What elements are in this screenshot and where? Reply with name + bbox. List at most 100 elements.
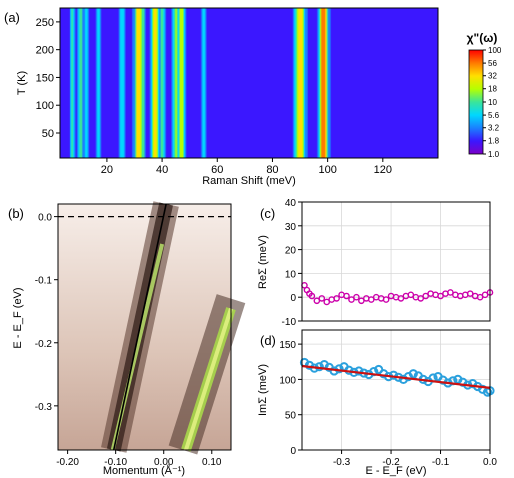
panel-c-point — [481, 291, 489, 299]
colorbar-tick-label: 1.0 — [488, 150, 500, 159]
panel-c-point — [476, 293, 484, 301]
panel-a-y-tick-label: 250 — [36, 17, 54, 29]
panel-b-x-tick-label: -0.20 — [56, 457, 79, 468]
panel-a-x-ticks: 20 40 60 80 100 120 — [101, 158, 392, 176]
panel-d-x-tick-label: 0.0 — [483, 457, 497, 468]
panel-c-point — [348, 296, 355, 303]
panel-b-x-tick-label: 0.00 — [154, 457, 174, 468]
colorbar-tick-label: 56 — [488, 59, 497, 68]
panel-a-y-tick-label: 200 — [36, 45, 54, 57]
panel-c-point — [367, 296, 375, 303]
panel-a-x-axis-label: Raman Shift (meV) — [202, 175, 296, 187]
colorbar-bar — [468, 49, 484, 155]
panel-c-y-tick-label: 10 — [285, 269, 297, 280]
panel-a-y-tick-label: 150 — [36, 72, 54, 84]
panel-d: (d) -0.3 -0.2 -0.1 0.0 0 50 100 150 E - E_F (e… — [257, 329, 497, 477]
panel-a: (a) 20 40 60 80 100 120 50 100 150 200 250 Raman … — [4, 7, 502, 187]
panel-c-point — [447, 289, 454, 296]
panel-c-point — [343, 292, 350, 300]
panel-a-x-tick-label: 100 — [318, 164, 336, 176]
panel-d-x-tick-label: -0.2 — [382, 457, 400, 468]
colorbar-tick-label: 10 — [488, 98, 497, 107]
panel-b-y-tick-label: -0.1 — [35, 276, 53, 287]
panel-c-y-tick-label: 40 — [285, 198, 297, 209]
panel-d-x-axis-label: E - E_F (eV) — [365, 465, 426, 477]
colorbar: 100 56 32 18 10 5.6 3.2 1.8 1.0 — [468, 46, 502, 159]
panel-d-y-ticks: 0 50 100 150 — [279, 340, 302, 457]
panel-c-label: (c) — [260, 206, 275, 221]
panel-a-label: (a) — [4, 10, 20, 25]
panel-c-point — [323, 298, 331, 306]
panel-d-x-tick-label: -0.3 — [333, 457, 351, 468]
panel-d-x-tick-label: -0.1 — [432, 457, 450, 468]
panel-b-y-tick-label: 0.0 — [38, 213, 52, 224]
panel-c-point — [333, 295, 340, 302]
panel-b-y-axis-label: E - E_F (eV) — [12, 287, 24, 348]
panel-b-x-ticks: -0.20 -0.10 0.00 0.10 — [56, 450, 222, 468]
panel-b-x-tick-label: 0.10 — [202, 457, 222, 468]
panel-a-x-tick-label: 120 — [374, 164, 392, 176]
panel-b-x-axis-label: Momentum (Å⁻¹) — [103, 464, 185, 477]
panel-b-heatmap — [58, 201, 246, 455]
panel-c-y-tick-label: 20 — [285, 246, 297, 257]
panel-d-y-tick-label: 100 — [279, 375, 296, 386]
panel-b-y-tick-label: -0.3 — [35, 402, 53, 413]
panel-a-y-tick-label: 50 — [42, 128, 54, 140]
panel-c-y-tick-label: -10 — [282, 317, 297, 328]
panel-a-x-tick-label: 60 — [211, 164, 223, 176]
panel-c-point — [466, 290, 474, 297]
panel-d-label: (d) — [260, 333, 276, 348]
panel-c: (c) -10 0 10 20 30 40 ReΣ (meV) — [257, 198, 494, 328]
panel-d-y-axis-label: ImΣ (meV) — [257, 364, 269, 416]
panel-a-y-tick-label: 100 — [36, 100, 54, 112]
panel-c-grid — [302, 201, 490, 322]
panel-c-y-ticks: -10 0 10 20 30 40 — [282, 198, 302, 328]
panel-c-point — [318, 295, 326, 302]
panel-c-point — [358, 297, 365, 305]
colorbar-tick-label: 5.6 — [488, 111, 500, 120]
panel-c-y-tick-label: 30 — [285, 222, 297, 233]
panel-a-x-tick-label: 20 — [101, 164, 113, 176]
panel-c-point — [382, 296, 390, 303]
panel-d-fit-line — [301, 364, 491, 389]
panel-a-y-axis-label: T (K) — [16, 71, 28, 95]
panel-c-frame — [301, 201, 491, 322]
panel-c-point — [437, 292, 444, 300]
panel-c-point — [308, 292, 316, 300]
colorbar-tick-label: 18 — [488, 85, 497, 94]
panel-b-y-ticks: 0.0 -0.1 -0.2 -0.3 — [35, 213, 58, 413]
colorbar-title: χ"(ω) — [467, 31, 498, 45]
panel-c-point — [353, 293, 360, 301]
panel-b-label: (b) — [8, 206, 24, 221]
colorbar-tick-label: 1.8 — [488, 137, 500, 146]
colorbar-tick-label: 3.2 — [488, 124, 500, 133]
panel-d-y-tick-label: 0 — [290, 446, 296, 457]
panel-c-point — [422, 292, 429, 300]
panel-b-band2-highlight — [184, 308, 233, 451]
panel-b: (b) -0.20 -0.10 0.00 0.10 0.0 -0.1 -0.2 -0.3 M… — [8, 201, 246, 477]
panel-c-marks — [301, 281, 494, 306]
panel-b-y-tick-label: -0.2 — [35, 339, 53, 350]
panel-a-x-tick-label: 40 — [156, 164, 168, 176]
panel-c-point — [417, 295, 425, 302]
panel-d-y-tick-label: 50 — [285, 411, 297, 422]
panel-d-y-tick-label: 150 — [279, 340, 296, 351]
panel-d-x-ticks: -0.3 -0.2 -0.1 0.0 — [333, 450, 497, 468]
panel-b-x-tick-label: -0.10 — [104, 457, 127, 468]
panel-b-dispersion-line — [112, 203, 167, 451]
panel-c-y-axis-label: ReΣ (meV) — [257, 235, 269, 289]
panel-d-grid — [302, 330, 490, 450]
panel-c-point — [313, 297, 321, 305]
panel-a-heatmap — [60, 8, 438, 158]
panel-d-point — [354, 366, 364, 376]
colorbar-tick-label: 32 — [488, 72, 497, 81]
panel-a-frame — [59, 7, 439, 159]
panel-b-overlays — [58, 203, 231, 451]
panel-c-point — [407, 291, 415, 299]
panel-d-frame — [301, 329, 491, 451]
panel-d-point — [408, 369, 418, 379]
panel-a-heatmap-fill — [60, 8, 438, 158]
panel-d-marks — [299, 357, 495, 397]
panel-c-point — [397, 295, 405, 302]
